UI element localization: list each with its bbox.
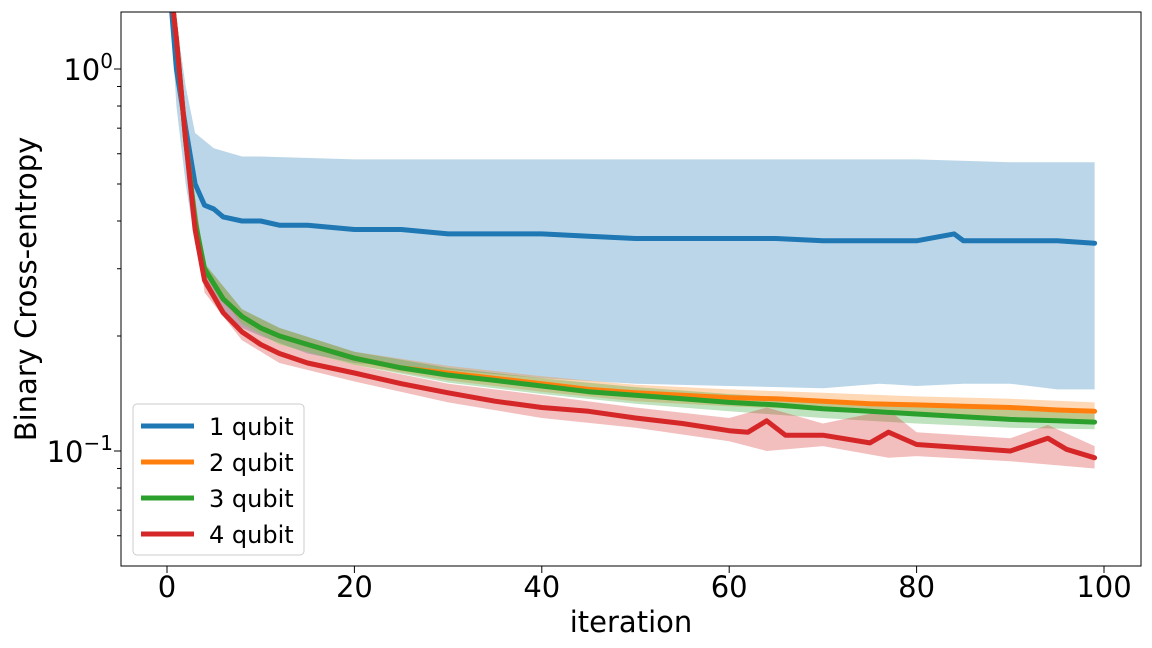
plot-frame xyxy=(120,11,1142,567)
legend-label: 1 qubit xyxy=(209,413,294,441)
legend: 1 qubit 2 qubit 3 qubit 4 qubit xyxy=(132,403,305,556)
confidence-bands xyxy=(170,12,1095,469)
legend-label: 3 qubit xyxy=(209,485,294,513)
series-line-4-qubit xyxy=(170,12,1098,461)
x-tick-label: 20 xyxy=(336,570,373,604)
x-axis: 0 20 40 60 80 100 xyxy=(158,566,1132,604)
x-tick-label: 100 xyxy=(1076,570,1131,604)
x-tick-label: 80 xyxy=(898,570,935,604)
band-1-qubit xyxy=(170,12,1095,390)
legend-label: 2 qubit xyxy=(209,449,294,477)
x-axis-label: iteration xyxy=(570,605,693,639)
legend-box xyxy=(132,403,305,556)
y-axis: 100 10−1 xyxy=(47,49,121,537)
x-tick-label: 60 xyxy=(711,570,748,604)
x-tick-label: 40 xyxy=(523,570,560,604)
y-tick-label: 100 xyxy=(63,49,113,87)
y-tick-label: 10−1 xyxy=(47,431,113,469)
legend-label: 4 qubit xyxy=(209,521,294,549)
series-line-3-qubit xyxy=(170,12,1098,425)
x-tick-label: 0 xyxy=(158,570,176,604)
y-axis-label: Binary Cross-entropy xyxy=(9,137,43,442)
series-line-1-qubit xyxy=(169,12,1098,246)
series-lines xyxy=(169,12,1098,461)
